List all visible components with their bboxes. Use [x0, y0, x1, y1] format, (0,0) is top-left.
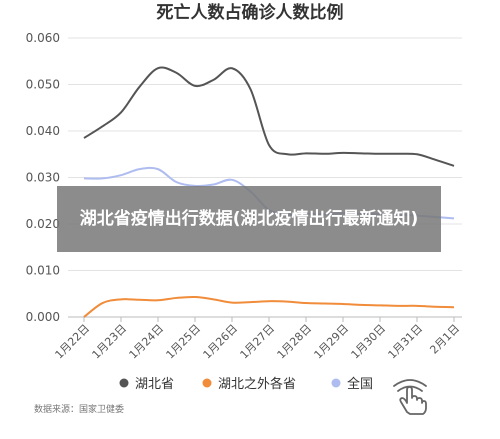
- hand-pointer-icon[interactable]: [388, 372, 432, 416]
- x-tick-label: 1月23日: [90, 322, 130, 362]
- x-tick-label: 1月28日: [275, 322, 315, 362]
- legend[interactable]: 湖北省 湖北之外各省 全国: [119, 376, 374, 392]
- legend-marker: [331, 378, 341, 388]
- y-tick-label: 0.020: [26, 217, 60, 231]
- y-tick-label: 0.050: [26, 78, 60, 92]
- legend-item[interactable]: 全国: [331, 376, 374, 392]
- legend-item[interactable]: 湖北省: [119, 377, 175, 392]
- x-tick-label: 1月27日: [238, 322, 278, 362]
- y-tick-label: 0.030: [26, 171, 60, 185]
- legend-marker: [202, 378, 212, 388]
- legend-label: 湖北省: [135, 377, 174, 392]
- legend-item[interactable]: 湖北之外各省: [202, 376, 297, 392]
- y-tick-label: 0.040: [26, 124, 60, 138]
- x-tick-label: 2月1日: [427, 322, 462, 357]
- headline-banner: 湖北省疫情出行数据(湖北疫情出行最新通知): [57, 186, 441, 252]
- x-tick-label: 1月31日: [386, 322, 426, 362]
- x-tick-label: 1月26日: [201, 322, 241, 362]
- y-tick-label: 0.000: [26, 310, 60, 324]
- series-line: [83, 66, 455, 167]
- chart-title: 死亡人数占确诊人数比例: [157, 2, 344, 23]
- legend-label: 全国: [347, 376, 373, 392]
- x-tick-label: 1月29日: [312, 322, 352, 362]
- y-axis: 0.000 0.010 0.020 0.030 0.040 0.050 0.060: [26, 31, 60, 324]
- grid-layer: [68, 37, 462, 318]
- x-tick-label: 1月24日: [127, 322, 167, 362]
- y-tick-label: 0.060: [26, 31, 60, 45]
- x-axis: 1月22日1月23日1月24日1月25日1月26日1月27日1月28日1月29日…: [53, 316, 462, 362]
- legend-label: 湖北之外各省: [218, 376, 296, 392]
- series-line: [83, 295, 455, 318]
- x-tick-label: 1月22日: [53, 322, 93, 362]
- headline-text: 湖北省疫情出行数据(湖北疫情出行最新通知): [79, 209, 419, 229]
- source-note: 数据来源：国家卫健委: [34, 403, 124, 415]
- y-tick-label: 0.010: [26, 264, 60, 278]
- legend-marker: [119, 378, 129, 388]
- x-tick-label: 1月25日: [164, 322, 204, 362]
- x-tick-label: 1月30日: [349, 322, 389, 362]
